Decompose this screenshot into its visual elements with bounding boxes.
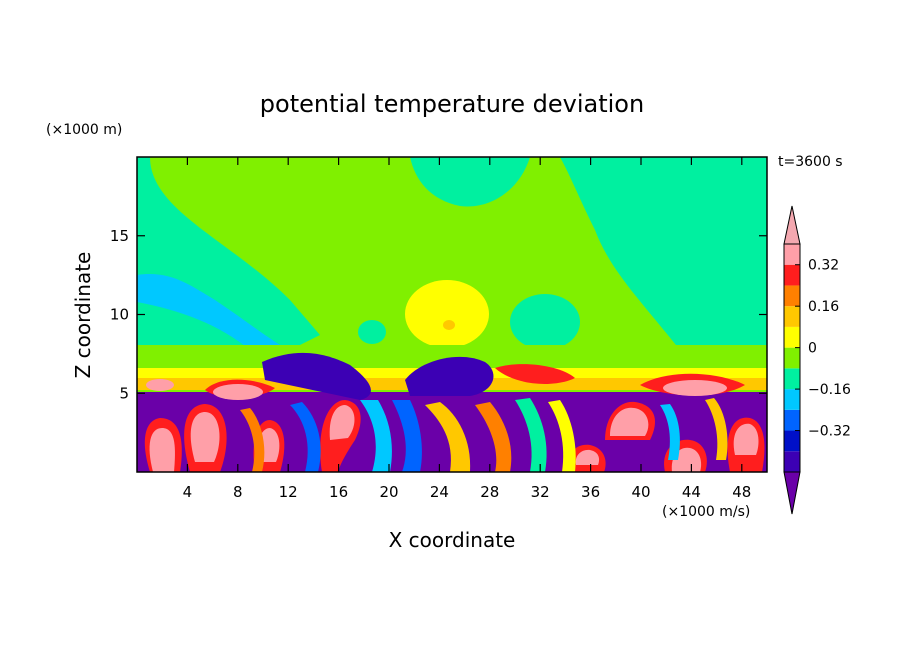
x-tick-label: 28 bbox=[480, 483, 499, 501]
colorbar-swatch bbox=[784, 285, 800, 307]
contour-field bbox=[137, 157, 767, 472]
purple-roll-right bbox=[405, 356, 494, 396]
colorbar-tick-label: −0.32 bbox=[808, 424, 851, 440]
colorbar-swatch bbox=[784, 244, 800, 265]
green-blob bbox=[510, 294, 580, 350]
colorbar: 0.32 0.16 0 −0.16 −0.32 bbox=[783, 205, 851, 515]
colorbar-swatch bbox=[784, 409, 800, 431]
y-tick-label: 15 bbox=[110, 227, 129, 245]
x-tick-label: 24 bbox=[430, 483, 449, 501]
x-tick-label: 8 bbox=[233, 483, 243, 501]
x-tick-label: 16 bbox=[329, 483, 348, 501]
colorbar-tick-label: 0.32 bbox=[808, 258, 839, 274]
colorbar-swatch bbox=[784, 430, 800, 452]
colorbar-swatch bbox=[784, 368, 800, 390]
y-tick-label: 5 bbox=[119, 384, 129, 402]
x-tick-label: 40 bbox=[631, 483, 650, 501]
pink-spot-2 bbox=[663, 380, 727, 396]
mixing-streaks bbox=[240, 398, 728, 472]
x-tick-label: 20 bbox=[379, 483, 398, 501]
colorbar-tick-label: −0.16 bbox=[808, 382, 851, 398]
pink-spot-1 bbox=[213, 384, 263, 400]
yellow-blob bbox=[405, 280, 489, 348]
y-axis-label: Z coordinate bbox=[71, 252, 95, 379]
colorbar-swatch bbox=[784, 326, 800, 348]
chart-title: potential temperature deviation bbox=[260, 90, 644, 118]
colorbar-swatch bbox=[784, 347, 800, 369]
y-axis: 5 10 15 bbox=[110, 227, 767, 402]
red-cap-3 bbox=[495, 364, 575, 384]
top-center-band bbox=[410, 157, 530, 207]
thermal-plumes bbox=[144, 400, 765, 472]
small-green-blob bbox=[358, 320, 386, 344]
colorbar-upper-extension bbox=[783, 205, 801, 245]
colorbar-frame bbox=[783, 243, 801, 473]
y-unit-label: (×1000 m) bbox=[46, 122, 122, 138]
x-tick-label: 48 bbox=[732, 483, 751, 501]
x-axis: 4 8 12 16 20 24 28 32 36 40 44 48 bbox=[183, 157, 751, 501]
colorbar-swatch bbox=[784, 389, 800, 410]
x-unit-label: (×1000 m/s) bbox=[662, 504, 750, 520]
time-label: t=3600 s bbox=[778, 154, 843, 170]
x-tick-label: 12 bbox=[279, 483, 298, 501]
purple-roll-center bbox=[262, 352, 371, 400]
x-tick-label: 4 bbox=[183, 483, 193, 501]
upper-right-band bbox=[560, 157, 767, 350]
y-tick-label: 10 bbox=[110, 306, 129, 324]
x-axis-label: X coordinate bbox=[389, 528, 516, 552]
green-tongue bbox=[137, 302, 250, 350]
colorbar-swatch bbox=[784, 264, 800, 286]
pink-spot-3 bbox=[146, 379, 174, 391]
colorbar-swatch bbox=[784, 451, 800, 472]
colorbar-tick-label: 0 bbox=[808, 341, 817, 357]
colorbar-swatch bbox=[784, 306, 800, 327]
x-tick-label: 32 bbox=[531, 483, 550, 501]
x-tick-label: 36 bbox=[581, 483, 600, 501]
yellow-blob-core bbox=[443, 320, 455, 330]
colorbar-tick-label: 0.16 bbox=[808, 299, 839, 315]
colorbar-lower-extension bbox=[783, 471, 801, 515]
x-tick-label: 44 bbox=[682, 483, 701, 501]
